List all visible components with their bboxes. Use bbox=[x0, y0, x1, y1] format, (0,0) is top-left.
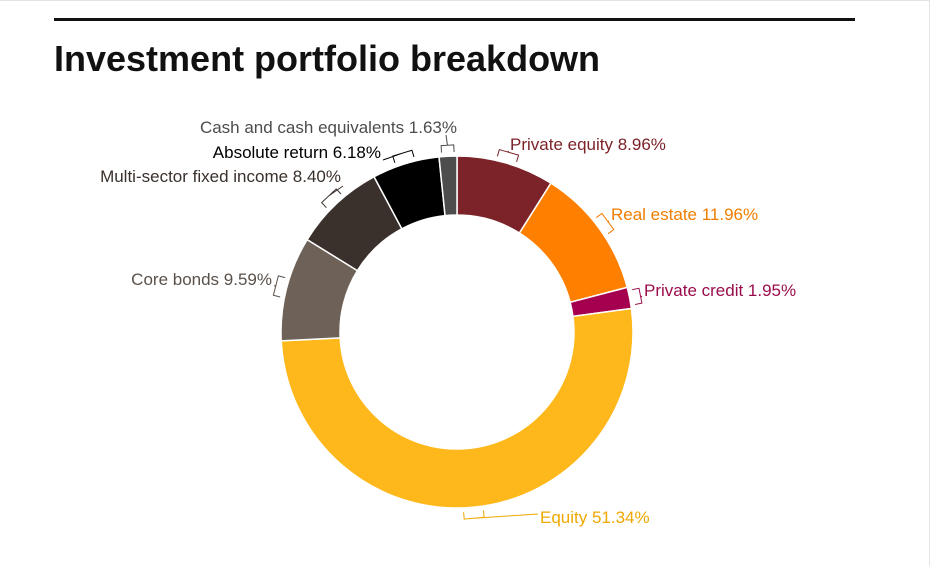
slice-equity bbox=[280, 307, 634, 509]
label-cash-and-cash-equivalents: Cash and cash equivalents 1.63% bbox=[200, 118, 457, 137]
leader-lines bbox=[272, 134, 643, 520]
leader-line-absolute-return bbox=[382, 149, 415, 163]
slice-cash-and-cash-equivalents bbox=[438, 155, 458, 217]
donut-slices bbox=[280, 155, 634, 509]
leader-line-multi-sector-fixed-income bbox=[320, 185, 344, 209]
frame-top-border bbox=[0, 0, 930, 1]
label-multi-sector-fixed-income: Multi-sector fixed income 8.40% bbox=[100, 167, 341, 186]
label-private-equity: Private equity 8.96% bbox=[510, 135, 666, 154]
slice-labels: Private equity 8.96% Real estate 11.96% Pr… bbox=[100, 118, 796, 527]
leader-line-real-estate bbox=[596, 212, 615, 235]
leader-line-core-bonds bbox=[272, 275, 286, 298]
title-rule bbox=[54, 18, 855, 21]
label-real-estate: Real estate 11.96% bbox=[611, 205, 758, 224]
label-absolute-return: Absolute return 6.18% bbox=[213, 143, 381, 162]
leader-line-private-credit bbox=[632, 287, 643, 305]
label-equity: Equity 51.34% bbox=[540, 508, 650, 527]
label-private-credit: Private credit 1.95% bbox=[644, 281, 796, 300]
leader-line-cash-and-cash-equivalents bbox=[440, 134, 455, 153]
label-core-bonds: Core bonds 9.59% bbox=[131, 270, 272, 289]
leader-line-private-equity bbox=[496, 148, 520, 162]
chart-title: Investment portfolio breakdown bbox=[54, 38, 601, 79]
leader-line-equity bbox=[463, 510, 539, 520]
